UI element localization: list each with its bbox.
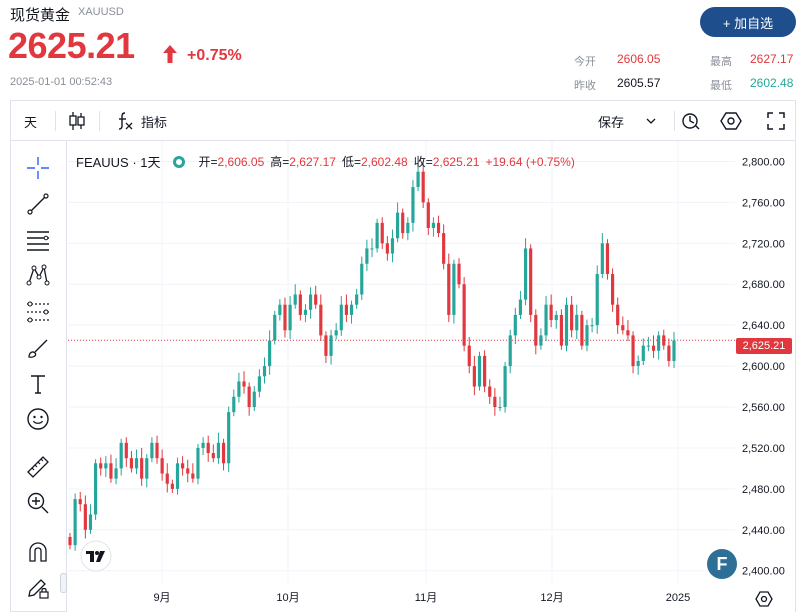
smiley-icon <box>27 408 49 430</box>
market-status-icon <box>172 155 185 168</box>
interval-selector[interactable]: 天 <box>24 114 38 130</box>
crosshair-icon <box>27 157 49 179</box>
legend-close-value: 2,625.21 <box>432 154 480 169</box>
ruler-icon <box>27 456 49 478</box>
indicators-label: 指标 <box>141 114 168 130</box>
legend-low-key: 低= <box>341 155 361 169</box>
indicators-button[interactable]: 指标 <box>115 101 167 141</box>
pattern-tool[interactable] <box>25 262 51 288</box>
text-tool[interactable] <box>25 371 51 397</box>
trendline-icon <box>27 193 49 215</box>
prev-close-value: 2605.57 <box>617 76 661 90</box>
open-label: 今开 <box>574 56 596 68</box>
quote-timestamp: 2025-01-01 00:52:43 <box>10 76 113 88</box>
legend-open-value: 2,606.05 <box>217 154 265 169</box>
toolbar-divider <box>674 111 675 131</box>
chart-legend: FEAUUS · 1天 开= 2,606.05 高= 2,627.17 低= 2,60… <box>76 152 575 171</box>
low-value: 2602.48 <box>750 76 794 90</box>
magnet-icon <box>29 542 47 562</box>
settings-button[interactable] <box>720 101 742 141</box>
candle-type-button[interactable] <box>68 101 86 141</box>
ruler-tool[interactable] <box>25 454 51 480</box>
save-dropdown[interactable]: 保存 <box>598 101 656 141</box>
legend-high-value: 2,627.17 <box>289 154 336 169</box>
chart-settings-icon[interactable] <box>755 590 773 608</box>
text-icon <box>31 375 45 394</box>
fib-tool[interactable] <box>25 227 51 253</box>
emoji-tool[interactable] <box>25 406 51 432</box>
toolbar-divider <box>99 111 100 131</box>
high-label: 最高 <box>710 56 732 68</box>
arrow-up-icon <box>163 45 177 63</box>
instrument-title: 现货黄金 <box>10 7 71 24</box>
pencil-lock-icon <box>28 579 49 599</box>
magnet-tool[interactable] <box>25 539 51 565</box>
horizontal-lines-icon <box>27 231 49 251</box>
prediction-tool[interactable] <box>25 299 51 325</box>
prev-close-label: 昨收 <box>574 80 596 92</box>
lock-draw-tool[interactable] <box>25 575 51 601</box>
trendline-tool[interactable] <box>25 191 51 217</box>
price-change: +0.75% <box>187 47 242 64</box>
chart-toolbar: 天 指标 保存 <box>10 100 796 140</box>
chart-area[interactable] <box>67 140 796 612</box>
fullscreen-button[interactable] <box>767 101 785 141</box>
brush-tool[interactable] <box>25 336 51 362</box>
hexagon-settings-icon <box>720 112 742 130</box>
zoom-in-icon <box>27 492 49 514</box>
brush-icon <box>28 339 48 358</box>
legend-close-key: 收= <box>413 155 433 169</box>
crosshair-tool[interactable] <box>25 155 51 181</box>
legend-high-key: 高= <box>270 155 290 169</box>
chevron-down-icon <box>646 118 656 124</box>
low-label: 最低 <box>710 80 732 92</box>
tradingview-logo[interactable] <box>80 540 112 572</box>
high-value: 2627.17 <box>750 52 794 66</box>
toolbar-divider <box>55 111 56 131</box>
open-value: 2606.05 <box>617 52 661 66</box>
measure-lines-icon <box>27 301 49 323</box>
drawing-toolbar <box>10 140 67 612</box>
add-watchlist-button[interactable]: + 加自选 <box>700 7 796 37</box>
last-price-tag: 2,625.21 <box>736 338 792 354</box>
instrument-symbol: XAUUSD <box>78 6 124 18</box>
legend-low-value: 2,602.48 <box>361 154 408 169</box>
toolbar-collapse-handle[interactable] <box>60 573 67 593</box>
fullscreen-icon <box>767 112 785 130</box>
fx-logo-icon: F <box>707 549 737 579</box>
legend-symbol: FEAUUS · 1天 <box>76 155 161 170</box>
legend-open-key: 开= <box>198 155 218 169</box>
pattern-icon <box>26 264 50 286</box>
candles-icon <box>69 112 85 130</box>
last-price: 2625.21 <box>8 25 135 66</box>
tv-logo-icon <box>80 540 112 572</box>
save-label: 保存 <box>598 114 625 130</box>
function-icon <box>118 112 133 130</box>
zoom-tool[interactable] <box>25 490 51 516</box>
quick-search-button[interactable] <box>681 101 701 141</box>
legend-change: +19.64 (+0.75%) <box>485 154 575 169</box>
alert-clock-icon <box>682 113 700 130</box>
quote-header: 现货黄金 XAUUSD 2625.21 +0.75% 2025-01-01 00… <box>0 0 807 100</box>
